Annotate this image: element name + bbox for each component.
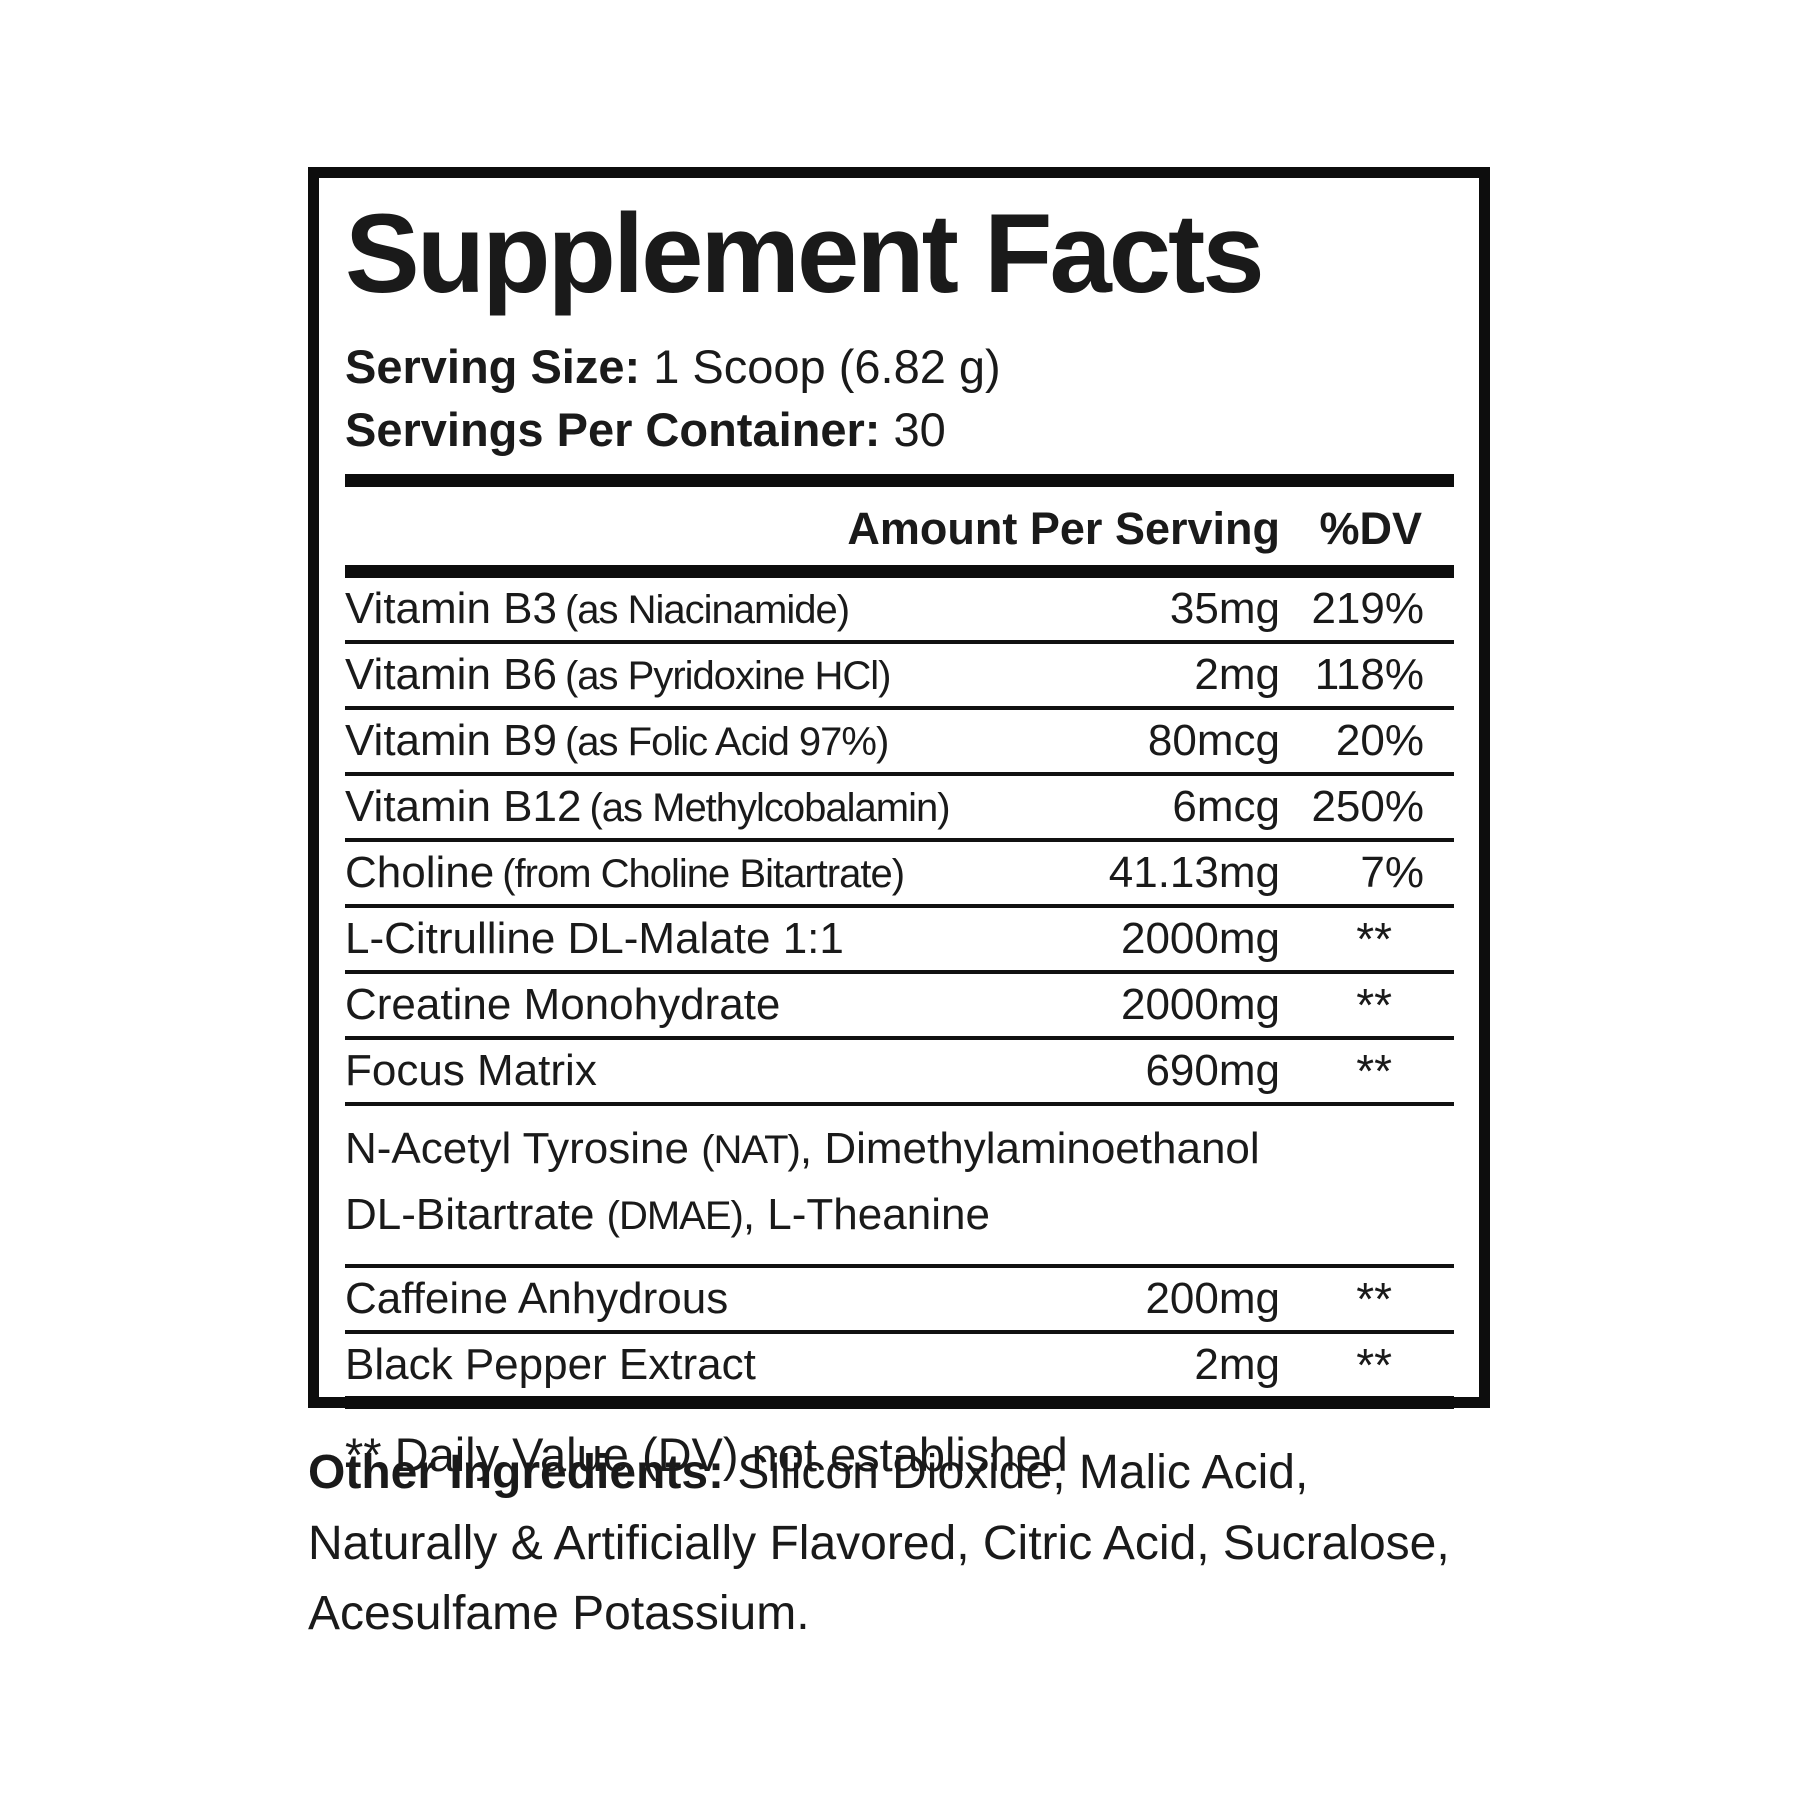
ingredient-name: Caffeine Anhydrous	[345, 1274, 1145, 1324]
ingredient-amount: 2000mg	[1120, 913, 1280, 963]
other-ingredients-text: Silicon Dioxide, Malic Acid,	[724, 1446, 1309, 1499]
focus-matrix-components: N-Acetyl Tyrosine (NAT), Dimethylaminoet…	[345, 1106, 1454, 1268]
header-amount-per-serving: Amount Per Serving	[847, 502, 1280, 554]
ingredient-name-text: Vitamin B3	[345, 583, 557, 633]
ingredient-amount: 200mg	[1145, 1273, 1280, 1323]
ingredient-name-text: Vitamin B6	[345, 649, 557, 699]
ingredient-name: Focus Matrix	[345, 1046, 1145, 1096]
ingredient-name-text: Choline	[345, 847, 495, 897]
panel-title: Supplement Facts	[345, 191, 1265, 316]
divider-thick-bottom	[345, 1395, 1454, 1409]
serving-size-label: Serving Size:	[345, 340, 641, 393]
blend-text: N-Acetyl Tyrosine	[345, 1123, 702, 1173]
blend-abbrev: (DMAE)	[606, 1193, 744, 1238]
ingredient-name: Vitamin B6 (as Pyridoxine HCl)	[345, 650, 1194, 700]
serving-size-value: 1 Scoop (6.82 g)	[640, 340, 1001, 393]
ingredient-amount: 35mg	[1169, 583, 1280, 633]
blend-text: , L-Theanine	[742, 1189, 990, 1239]
ingredient-dv: **	[1356, 1272, 1392, 1325]
ingredient-dv: 20%	[1335, 715, 1424, 765]
panel-content: Supplement Facts Serving Size: 1 Scoop (…	[319, 198, 1479, 1482]
supplement-facts-panel: Supplement Facts Serving Size: 1 Scoop (…	[308, 167, 1490, 1481]
ingredient-name-text: Black Pepper Extract	[345, 1339, 756, 1389]
ingredient-name-text: Caffeine Anhydrous	[345, 1273, 729, 1323]
ingredient-dv: **	[1356, 912, 1392, 965]
ingredient-name: Black Pepper Extract	[345, 1340, 1194, 1390]
ingredient-name-text: Vitamin B9	[345, 715, 557, 765]
servings-per-container-line: Servings Per Container: 30	[345, 399, 1454, 462]
other-ingredients-line-3: Acesulfame Potassium.	[308, 1587, 810, 1641]
blend-text: , Dimethylaminoethanol	[799, 1123, 1260, 1173]
serving-info: Serving Size: 1 Scoop (6.82 g) Servings …	[345, 336, 1454, 462]
ingredient-name-text: Vitamin B12	[345, 781, 582, 831]
ingredient-name: Choline (from Choline Bitartrate)	[345, 848, 1109, 898]
ingredient-name: Vitamin B3 (as Niacinamide)	[345, 584, 1170, 634]
ingredient-note-text: (as Methylcobalamin)	[589, 785, 950, 830]
table-row-vitamin-b9: Vitamin B9 (as Folic Acid 97%) 80mcg 20%	[345, 710, 1454, 776]
ingredient-note-text: (as Folic Acid 97%)	[564, 719, 889, 764]
ingredient-dv: 219%	[1311, 583, 1424, 633]
blend-text: DL-Bitartrate	[345, 1189, 607, 1239]
ingredient-amount: 41.13mg	[1108, 847, 1280, 897]
ingredient-name-text: L-Citrulline DL-Malate 1:1	[345, 913, 844, 963]
ingredient-dv: 118%	[1314, 649, 1424, 699]
other-ingredients-label: Other Ingredients:	[308, 1446, 725, 1499]
other-ingredients-line-1: Other Ingredients: Silicon Dioxide, Mali…	[308, 1438, 1508, 1509]
divider-thick-top	[345, 473, 1454, 487]
ingredient-name: Creatine Monohydrate	[345, 980, 1121, 1030]
header-percent-dv: %DV	[1319, 502, 1422, 554]
divider-thick-header	[345, 564, 1454, 578]
ingredient-name-text: Creatine Monohydrate	[345, 979, 781, 1029]
ingredient-amount: 2000mg	[1120, 979, 1280, 1029]
ingredient-dv: **	[1356, 978, 1392, 1031]
ingredient-note-text: (as Niacinamide)	[564, 587, 850, 632]
ingredient-name: L-Citrulline DL-Malate 1:1	[345, 914, 1121, 964]
table-row-caffeine: Caffeine Anhydrous 200mg **	[345, 1268, 1454, 1334]
servings-per-container-value: 30	[880, 402, 946, 456]
ingredient-name-text: Focus Matrix	[345, 1045, 597, 1095]
blend-line-2: DL-Bitartrate (DMAE), L-Theanine	[345, 1182, 1454, 1248]
blend-line-1: N-Acetyl Tyrosine (NAT), Dimethylaminoet…	[345, 1116, 1454, 1182]
other-ingredients-section: Other Ingredients: Silicon Dioxide, Mali…	[308, 1438, 1508, 1650]
other-ingredients-line-2: Naturally & Artificially Flavored, Citri…	[308, 1516, 1450, 1570]
ingredient-dv: **	[1356, 1338, 1392, 1391]
daily-value-footnote: ** Daily Value (DV) not established	[345, 1427, 1068, 1481]
ingredient-amount: 6mcg	[1172, 781, 1280, 831]
table-row-focus-matrix: Focus Matrix 690mg **	[345, 1040, 1454, 1106]
servings-per-container-label: Servings Per Container:	[345, 402, 881, 456]
ingredient-amount: 690mg	[1145, 1045, 1280, 1095]
ingredient-note-text: (from Choline Bitartrate)	[502, 851, 905, 896]
table-row-vitamin-b3: Vitamin B3 (as Niacinamide) 35mg 219%	[345, 578, 1454, 644]
ingredient-note-text: (as Pyridoxine HCl)	[564, 653, 892, 698]
ingredient-amount: 2mg	[1194, 649, 1280, 699]
table-header-row: Amount Per Serving %DV	[345, 487, 1454, 565]
table-row-citrulline: L-Citrulline DL-Malate 1:1 2000mg **	[345, 908, 1454, 974]
table-row-vitamin-b12: Vitamin B12 (as Methylcobalamin) 6mcg 250…	[345, 776, 1454, 842]
table-row-black-pepper: Black Pepper Extract 2mg **	[345, 1334, 1454, 1396]
ingredient-dv: **	[1356, 1044, 1392, 1097]
ingredient-amount: 2mg	[1194, 1339, 1280, 1389]
ingredient-dv: 250%	[1311, 781, 1424, 831]
ingredient-name: Vitamin B12 (as Methylcobalamin)	[345, 782, 1172, 832]
table-row-creatine: Creatine Monohydrate 2000mg **	[345, 974, 1454, 1040]
blend-abbrev: (NAT)	[701, 1127, 801, 1172]
serving-size-line: Serving Size: 1 Scoop (6.82 g)	[345, 336, 1454, 399]
table-row-choline: Choline (from Choline Bitartrate) 41.13mg…	[345, 842, 1454, 908]
ingredient-amount: 80mcg	[1147, 715, 1280, 765]
table-row-vitamin-b6: Vitamin B6 (as Pyridoxine HCl) 2mg 118%	[345, 644, 1454, 710]
ingredient-name: Vitamin B9 (as Folic Acid 97%)	[345, 716, 1148, 766]
ingredient-dv: 7%	[1360, 847, 1424, 897]
